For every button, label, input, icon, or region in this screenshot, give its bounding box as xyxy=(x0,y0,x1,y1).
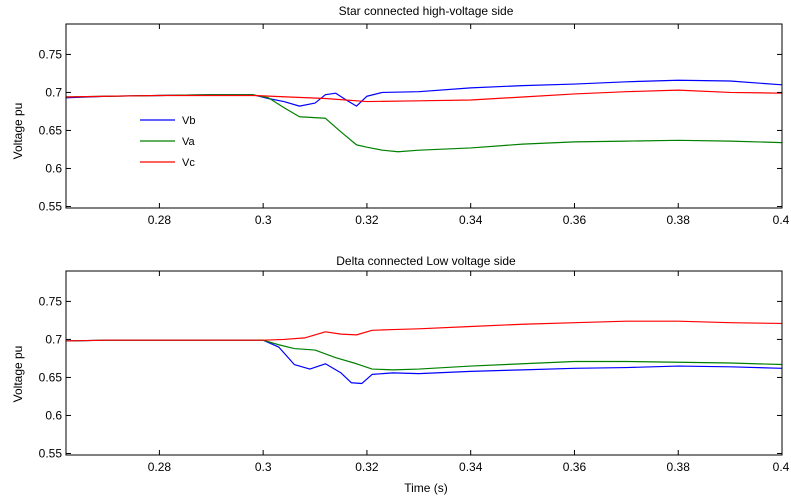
top-xtick-label: 0.38 xyxy=(667,213,691,227)
bottom-ytick-label: 0.7 xyxy=(45,332,62,346)
top-ytick-label: 0.6 xyxy=(45,161,62,175)
top-series-group xyxy=(66,79,782,153)
bottom-chart-xlabel: Time (s) xyxy=(404,481,448,495)
top-xtick-label: 0.32 xyxy=(355,213,379,227)
bottom-ytick-label: 0.6 xyxy=(45,408,62,422)
bottom-xtick-label: 0.34 xyxy=(459,460,483,474)
top-xtick-label: 0.34 xyxy=(459,213,483,227)
top-ytick-label: 0.7 xyxy=(45,85,62,99)
top-xtick-label: 0.4 xyxy=(773,213,790,227)
top-legend: Vb Va Vc xyxy=(140,115,196,169)
top-ytick-label: 0.65 xyxy=(39,123,63,137)
bottom-ytick-label: 0.75 xyxy=(39,294,63,308)
top-chart-ylabel: Voltage pu xyxy=(11,103,25,160)
top-xtick-label: 0.36 xyxy=(563,213,587,227)
bottom-xtick-label: 0.3 xyxy=(255,460,272,474)
legend-vb-label: Vb xyxy=(182,115,195,127)
bottom-chart-panel: Delta connected Low voltage side Voltage… xyxy=(11,254,790,495)
bottom-ytick-label: 0.65 xyxy=(39,370,63,384)
top-series-vc-line xyxy=(66,89,782,103)
bottom-chart-title: Delta connected Low voltage side xyxy=(336,254,516,268)
top-xtick-label: 0.28 xyxy=(148,213,172,227)
top-ytick-label: 0.75 xyxy=(39,47,63,61)
bottom-xtick-label: 0.32 xyxy=(355,460,379,474)
bottom-xtick-label: 0.36 xyxy=(563,460,587,474)
top-xtick-label: 0.3 xyxy=(255,213,272,227)
bottom-ytick-label: 0.55 xyxy=(39,446,63,460)
bottom-chart-ylabel: Voltage pu xyxy=(11,346,25,403)
top-series-va-line xyxy=(66,94,782,153)
top-axes-frame xyxy=(65,23,783,209)
bottom-axes-frame xyxy=(65,270,783,456)
bottom-xtick-label: 0.38 xyxy=(667,460,691,474)
bottom-xtick-label: 0.4 xyxy=(773,460,790,474)
bottom-series-group xyxy=(66,320,782,385)
top-chart-title: Star connected high-voltage side xyxy=(339,4,514,18)
legend-vc-label: Vc xyxy=(182,157,195,169)
top-ytick-label: 0.55 xyxy=(39,199,63,213)
bottom-series-vc-line xyxy=(66,320,782,342)
top-chart-panel: Star connected high-voltage side Voltage… xyxy=(11,4,790,227)
legend-va-label: Va xyxy=(182,136,196,148)
bottom-xtick-label: 0.28 xyxy=(148,460,172,474)
